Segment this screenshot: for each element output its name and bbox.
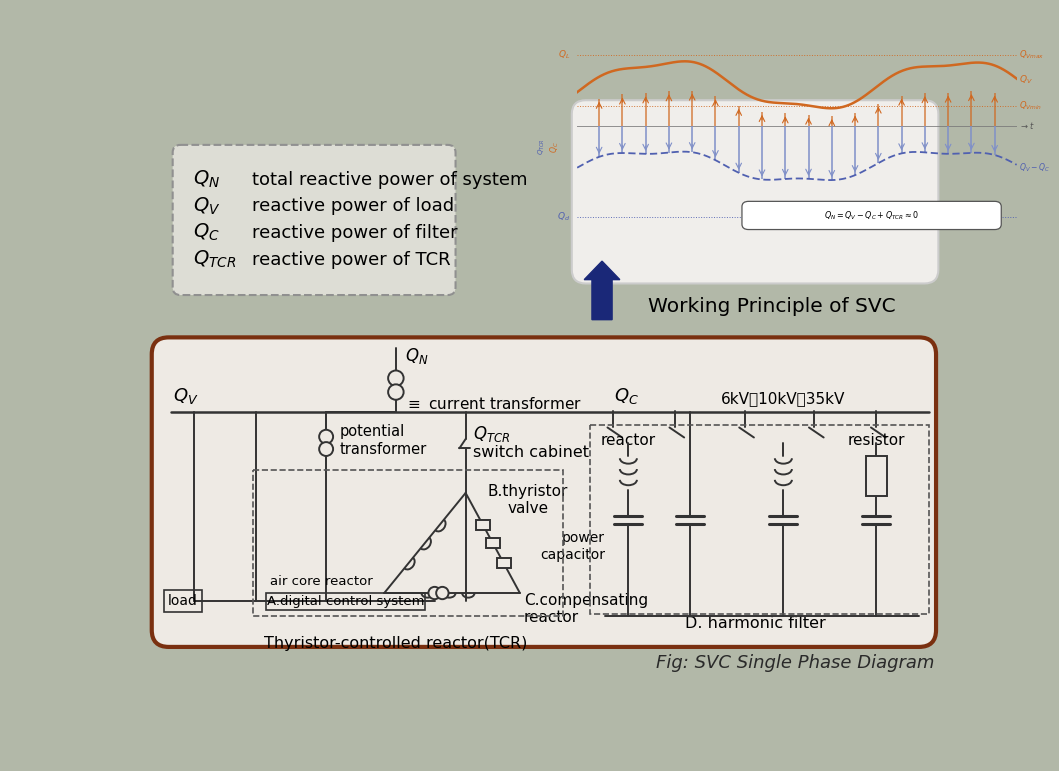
Text: power
capacitor: power capacitor (540, 531, 605, 561)
Text: reactive power of load: reactive power of load (252, 197, 454, 215)
FancyBboxPatch shape (151, 338, 936, 647)
Bar (266, 593, 425, 610)
Text: $Q_N$: $Q_N$ (406, 346, 429, 366)
Text: D. harmonic filter: D. harmonic filter (685, 616, 826, 631)
Text: Fig: SVC Single Phase Diagram: Fig: SVC Single Phase Diagram (657, 654, 934, 672)
Circle shape (319, 429, 334, 443)
Text: $Q_{TCR}$: $Q_{TCR}$ (193, 249, 236, 271)
Text: $Q_V-Q_C$: $Q_V-Q_C$ (1019, 162, 1049, 174)
Bar (252, 470, 562, 616)
Bar (486, 538, 500, 547)
Text: reactive power of filter: reactive power of filter (252, 224, 459, 241)
Text: switch cabinet: switch cabinet (473, 446, 590, 460)
Circle shape (319, 442, 334, 456)
FancyBboxPatch shape (572, 100, 938, 284)
Text: Thyristor-controlled reactor(TCR): Thyristor-controlled reactor(TCR) (264, 635, 527, 651)
Text: $Q_C$: $Q_C$ (549, 141, 561, 153)
Text: total reactive power of system: total reactive power of system (252, 170, 528, 189)
Text: resistor: resistor (847, 433, 905, 448)
Text: $Q_C$: $Q_C$ (614, 386, 640, 406)
Text: $Q_V$: $Q_V$ (1019, 73, 1033, 86)
FancyArrow shape (585, 261, 620, 320)
Text: $\rightarrow t$: $\rightarrow t$ (1019, 120, 1035, 131)
Bar (590, 425, 929, 614)
Circle shape (436, 587, 449, 599)
Text: load: load (167, 594, 198, 608)
Text: $Q_V$: $Q_V$ (173, 386, 198, 406)
Text: air core reactor: air core reactor (270, 575, 373, 588)
Text: $Q_N=Q_V-Q_C+Q_{TCR}\approx 0$: $Q_N=Q_V-Q_C+Q_{TCR}\approx 0$ (824, 209, 919, 222)
Text: $Q_L$: $Q_L$ (558, 49, 571, 62)
Text: $Q_V$: $Q_V$ (193, 196, 220, 217)
Text: $Q_{TCR}$: $Q_{TCR}$ (473, 423, 510, 443)
Text: C.compensating
reactor: C.compensating reactor (524, 593, 648, 625)
Text: reactive power of TCR: reactive power of TCR (252, 251, 451, 268)
Circle shape (429, 587, 441, 599)
Text: $\equiv$ current transformer: $\equiv$ current transformer (406, 396, 582, 412)
Bar (865, 456, 887, 496)
Text: Working Principle of SVC: Working Principle of SVC (648, 297, 895, 316)
Circle shape (389, 371, 403, 386)
Text: $Q_N$: $Q_N$ (193, 169, 220, 190)
Text: $Q_d$: $Q_d$ (557, 211, 571, 224)
Text: 6kV、10kV、35kV: 6kV、10kV、35kV (721, 391, 846, 406)
Text: $Q_C$: $Q_C$ (193, 222, 219, 244)
Bar (497, 558, 510, 567)
Text: $Q_{TCR}$: $Q_{TCR}$ (537, 138, 548, 155)
Bar (475, 520, 490, 530)
Text: potential
transformer: potential transformer (340, 424, 428, 456)
Text: B.thyristor
valve: B.thyristor valve (487, 483, 568, 516)
Text: A.digital control system: A.digital control system (267, 595, 425, 608)
Text: $Q_{Vmax}$: $Q_{Vmax}$ (1019, 49, 1044, 62)
FancyBboxPatch shape (173, 145, 455, 295)
Text: $Q_{Vmin}$: $Q_{Vmin}$ (1019, 100, 1042, 113)
FancyBboxPatch shape (742, 201, 1001, 230)
Text: reactor: reactor (600, 433, 656, 448)
Circle shape (389, 385, 403, 399)
